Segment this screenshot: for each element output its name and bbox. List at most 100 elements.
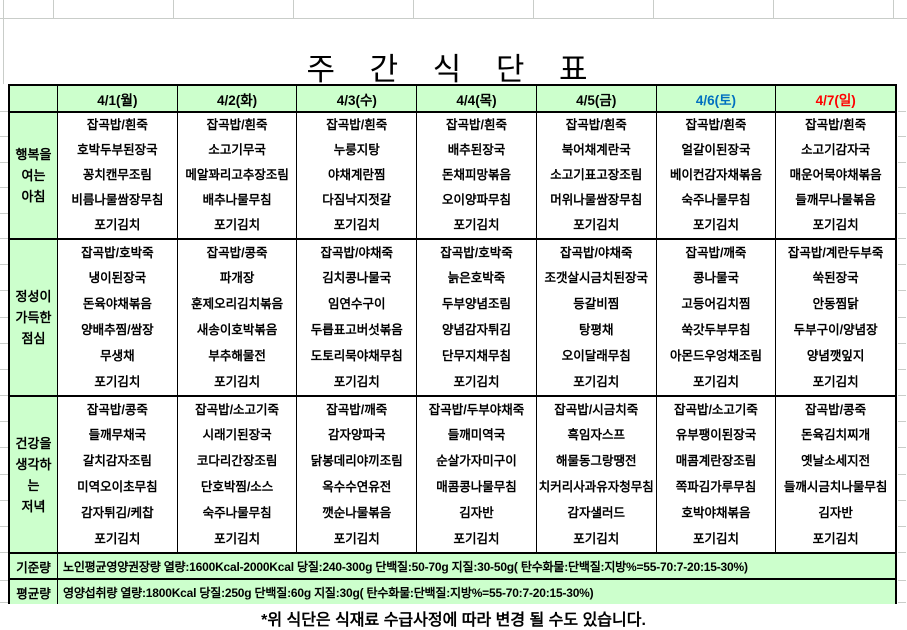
menu-item: 쪽파김가루무침 xyxy=(675,480,757,495)
menu-item: 잡곡밥/흰죽 xyxy=(446,118,507,133)
meal-section-label: 행복을 여는 아침 xyxy=(10,113,58,238)
gridline-horizontal xyxy=(0,18,907,19)
row-tick xyxy=(898,111,906,112)
meal-section-label: 정성이 가득한 점심 xyxy=(10,240,58,395)
menu-item: 깻순나물볶음 xyxy=(322,505,392,520)
menu-item: 잡곡밥/흰죽 xyxy=(326,118,388,133)
menu-cell: 잡곡밥/흰죽 소고기감자국 매운어묵야채볶음 들깨무나물볶음 포기김치 xyxy=(776,113,895,238)
menu-item: 쑥갓두부무침 xyxy=(681,323,751,338)
row-tick xyxy=(0,421,8,422)
menu-item: 포기김치 xyxy=(692,374,739,389)
row-tick xyxy=(898,369,906,370)
menu-item: 옥수수연유전 xyxy=(322,480,392,495)
menu-item: 새송이호박볶음 xyxy=(196,323,278,338)
row-tick xyxy=(898,526,906,527)
row-tick xyxy=(898,317,906,318)
menu-item: 누룽지탕 xyxy=(333,143,380,158)
menu-cell: 잡곡밥/호박죽 냉이된장국 돈육야채볶음 양배추찜/쌈장 무생채 포기김치 xyxy=(58,240,178,395)
menu-item: 매콤콩나물무침 xyxy=(436,480,517,495)
row-tick xyxy=(0,136,8,137)
row-tick xyxy=(898,213,906,214)
menu-item: 잡곡밥/흰죽 xyxy=(206,118,268,133)
menu-cell: 잡곡밥/야채죽 조갯살시금치된장국 등갈비찜 탕평채 오이달래무침 포기김치 xyxy=(537,240,657,395)
menu-item: 들깨시금치나물무침 xyxy=(783,480,888,495)
row-tick xyxy=(0,317,8,318)
menu-item: 포기김치 xyxy=(812,374,859,389)
row-tick xyxy=(0,526,8,527)
menu-item: 포기김치 xyxy=(573,374,620,389)
row-tick xyxy=(898,290,906,291)
gridline-vertical xyxy=(893,0,894,18)
menu-item: 포기김치 xyxy=(333,531,380,546)
menu-cell: 잡곡밥/흰죽 배추된장국 돈채피망볶음 오이양파무침 포기김치 xyxy=(417,113,537,238)
date-header-4: 4/4(목) xyxy=(417,86,537,111)
menu-item: 잡곡밥/소고기죽 xyxy=(673,402,758,417)
section-label-line: 가득한 xyxy=(15,310,52,325)
row-tick xyxy=(0,111,8,112)
menu-item: 포기김치 xyxy=(573,531,620,546)
menu-item: 잡곡밥/야채죽 xyxy=(559,245,633,260)
footnote: *위 식단은 식재료 수급사정에 따라 변경 될 수도 있습니다. xyxy=(261,612,646,629)
gridline-vertical xyxy=(773,0,774,18)
row-tick xyxy=(0,500,8,501)
summary-row-content: 노인평균영양권장량 열량:1600Kcal-2000Kcal 당질:240-30… xyxy=(58,554,895,578)
menu-item: 돈채피망볶음 xyxy=(442,168,512,183)
menu-item: 잡곡밥/깨죽 xyxy=(326,402,388,417)
menu-item: 다짐낙지젓갈 xyxy=(322,193,392,208)
meal-section-label: 건강을 생각하는 저녁 xyxy=(10,397,58,552)
menu-item: 머위나물쌈장무침 xyxy=(550,193,643,208)
menu-item: 매운어묵야채볶음 xyxy=(789,168,882,183)
menu-item: 호박두부된장국 xyxy=(77,143,158,158)
menu-item: 늙은호박죽 xyxy=(447,271,506,286)
menu-item: 잡곡밥/계란두부죽 xyxy=(787,245,884,260)
menu-cell: 잡곡밥/흰죽 얼갈이된장국 베이컨감자채볶음 숙주나물무침 포기김치 xyxy=(657,113,777,238)
menu-item: 코다리간장조림 xyxy=(196,454,278,469)
gridline-vertical xyxy=(3,0,4,84)
menu-item: 돈육김치찌개 xyxy=(801,428,871,443)
menu-item: 잡곡밥/호박죽 xyxy=(440,245,513,260)
menu-item: 아몬드우엉채조림 xyxy=(669,348,762,363)
menu-item: 임연수구이 xyxy=(328,297,386,312)
weekly-meal-table: 4/1(월) 4/2(화) 4/3(수) 4/4(목) 4/5(금) 4/6(토) 4/7(… xyxy=(8,84,897,604)
menu-cell: 잡곡밥/흰죽 소고기무국 메알꽈리고추장조림 배추나물무침 포기김치 xyxy=(178,113,298,238)
menu-item: 냉이된장국 xyxy=(88,271,147,286)
menu-item: 조갯살시금치된장국 xyxy=(544,271,648,286)
menu-cell: 잡곡밥/깨죽 콩나물국 고등어김치찜 쑥갓두부무침 아몬드우엉채조림 포기김치 xyxy=(657,240,777,395)
menu-item: 김자반 xyxy=(459,505,494,520)
menu-item: 매콤계란장조림 xyxy=(675,454,757,469)
menu-item: 포기김치 xyxy=(453,531,500,546)
section-label-line: 아침 xyxy=(21,189,46,204)
row-tick xyxy=(0,474,8,475)
row-tick xyxy=(0,395,8,396)
menu-item: 쑥된장국 xyxy=(812,271,859,286)
menu-item: 잡곡밥/소고기죽 xyxy=(195,402,280,417)
menu-cell: 잡곡밥/계란두부죽 쑥된장국 안동찜닭 두부구이/양념장 양념깻잎지 포기김치 xyxy=(776,240,895,395)
date-header-row: 4/1(월) 4/2(화) 4/3(수) 4/4(목) 4/5(금) 4/6(토) 4/7(… xyxy=(10,86,895,113)
menu-item: 잡곡밥/콩죽 xyxy=(206,245,268,260)
menu-cell: 잡곡밥/호박죽 늙은호박죽 두부양념조림 양념감자튀김 단무지채무침 포기김치 xyxy=(417,240,537,395)
summary-row-label: 평균량 xyxy=(10,580,58,604)
menu-item: 숙주나물무침 xyxy=(202,505,272,520)
menu-item: 안동찜닭 xyxy=(812,297,859,312)
menu-cell: 잡곡밥/흰죽 호박두부된장국 꽁치캔무조림 비름나물쌈장무침 포기김치 xyxy=(58,113,178,238)
menu-cell: 잡곡밥/야채죽 김치콩나물국 임연수구이 두릅표고버섯볶음 도토리묵야채무침 포기김치 xyxy=(297,240,418,395)
row-tick xyxy=(0,343,8,344)
date-header-2: 4/2(화) xyxy=(178,86,298,111)
menu-item: 시래기된장국 xyxy=(202,428,272,443)
row-tick xyxy=(0,369,8,370)
row-tick xyxy=(898,264,906,265)
corner-cell xyxy=(10,86,58,111)
row-tick xyxy=(0,290,8,291)
gridline-vertical xyxy=(653,0,654,18)
menu-item: 양념감자튀김 xyxy=(442,323,512,338)
menu-item: 두부구이/양념장 xyxy=(793,323,878,338)
row-tick xyxy=(898,238,906,239)
menu-cell: 잡곡밥/소고기죽 시래기된장국 코다리간장조림 단호박찜/소스 숙주나물무침 포기김치 xyxy=(178,397,298,552)
menu-item: 잡곡밥/흰죽 xyxy=(805,118,867,133)
menu-item: 포기김치 xyxy=(573,218,620,233)
menu-item: 소고기무국 xyxy=(208,143,266,158)
menu-item: 잡곡밥/깨죽 xyxy=(685,245,747,260)
menu-cell: 잡곡밥/시금치죽 흑임자스프 해물동그랑땡전 치커리사과유자청무침 감자샐러드 포기김치 xyxy=(537,397,657,552)
menu-item: 무생채 xyxy=(100,348,135,363)
menu-item: 소고기감자국 xyxy=(801,143,871,158)
